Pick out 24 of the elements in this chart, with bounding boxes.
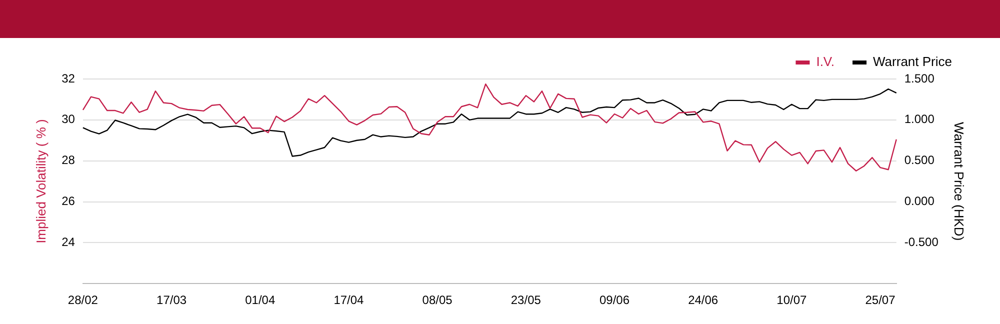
legend-label: Warrant Price bbox=[873, 54, 952, 70]
y2-tick-label: 0.000 bbox=[904, 194, 935, 208]
x-tick-label: 28/02 bbox=[68, 293, 98, 308]
x-tick-label: 17/04 bbox=[334, 293, 364, 308]
y2-tick-label: 0.500 bbox=[904, 153, 935, 168]
x-tick-label: 10/07 bbox=[776, 293, 808, 308]
y-axis-title: Implied Volatility ( % ) bbox=[33, 119, 48, 244]
y-tick-label: 32 bbox=[62, 71, 76, 86]
x-tick-label: 25/07 bbox=[865, 293, 896, 308]
x-tick-label: 24/06 bbox=[688, 293, 718, 308]
x-tick-label: 09/06 bbox=[599, 293, 630, 308]
x-tick-label: 01/04 bbox=[245, 293, 276, 308]
x-tick-label: 08/05 bbox=[422, 293, 453, 308]
x-tick-label: 17/03 bbox=[156, 293, 187, 308]
y-tick-label: 26 bbox=[62, 194, 76, 208]
y2-tick-label: -0.500 bbox=[904, 234, 939, 249]
y-tick-label: 28 bbox=[62, 153, 76, 168]
x-tick-label: 23/05 bbox=[510, 293, 542, 308]
y2-axis-title: Warrant Price (HKD) bbox=[952, 122, 967, 241]
y-tick-label: 30 bbox=[62, 112, 76, 126]
y2-tick-label: 1.500 bbox=[904, 71, 935, 86]
y2-tick-label: 1.000 bbox=[904, 112, 935, 126]
legend-label: I.V. bbox=[816, 54, 835, 70]
y-tick-label: 24 bbox=[62, 234, 76, 249]
